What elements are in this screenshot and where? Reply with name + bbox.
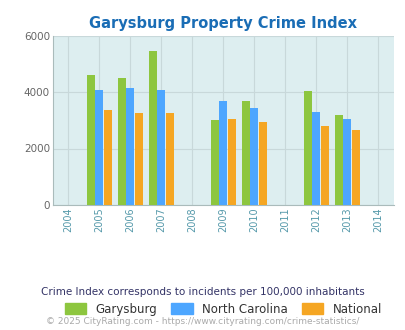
Bar (343, 119, 350, 205)
Bar (165, 114, 173, 205)
Bar (157, 90, 165, 205)
Bar (211, 120, 218, 205)
Text: Crime Index corresponds to incidents per 100,000 inhabitants: Crime Index corresponds to incidents per… (41, 287, 364, 297)
Bar (149, 50, 156, 205)
Bar (87, 75, 94, 205)
Bar (241, 101, 249, 205)
Bar (227, 119, 235, 205)
Bar (95, 90, 103, 205)
Bar (250, 108, 258, 205)
Bar (126, 88, 134, 205)
Text: © 2025 CityRating.com - https://www.cityrating.com/crime-statistics/: © 2025 CityRating.com - https://www.city… (46, 317, 359, 326)
Bar (334, 115, 342, 205)
Bar (118, 78, 126, 205)
Bar (219, 101, 227, 205)
Bar (351, 130, 359, 205)
Bar (258, 121, 266, 205)
Bar (312, 112, 320, 205)
Bar (134, 113, 142, 205)
Bar (303, 91, 311, 205)
Legend: Garysburg, North Carolina, National: Garysburg, North Carolina, National (60, 298, 386, 320)
Bar (104, 110, 111, 205)
Bar (320, 126, 328, 205)
Title: Garysburg Property Crime Index: Garysburg Property Crime Index (89, 16, 356, 31)
